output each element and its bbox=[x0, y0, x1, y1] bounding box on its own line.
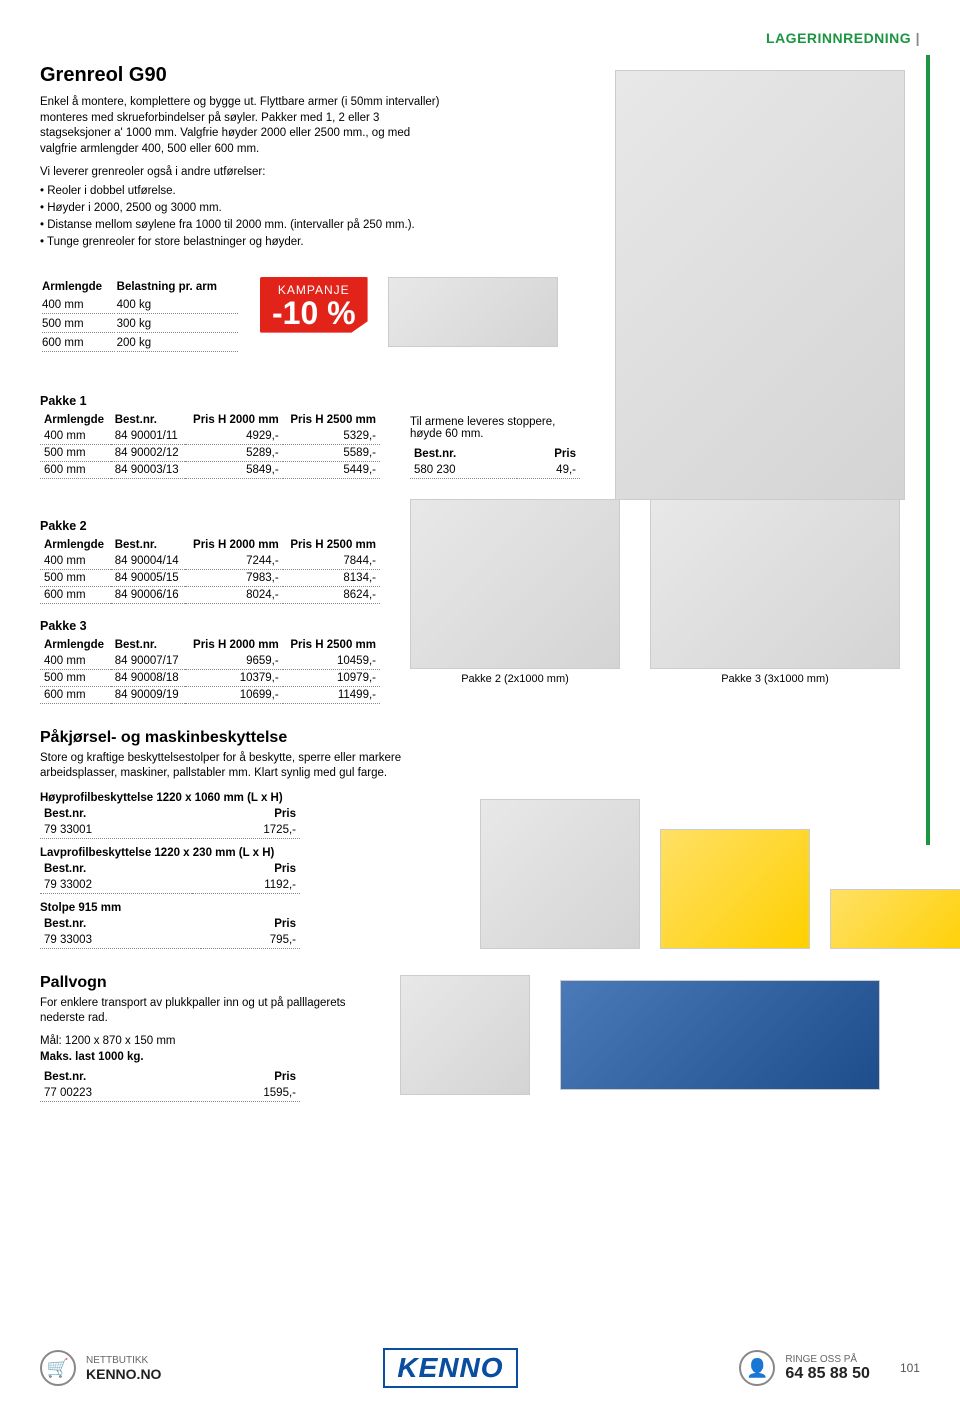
pallvogn-image2 bbox=[560, 980, 880, 1090]
protection-sub1: Høyprofilbeskyttelse 1220 x 1060 mm (L x… bbox=[40, 792, 440, 804]
footer-logo: KENNO bbox=[383, 1348, 517, 1388]
footer-nett-label: NETTBUTIKK bbox=[86, 1355, 161, 1366]
pallvogn-table: Best.nr.Pris 77 002231595,- bbox=[40, 1069, 300, 1102]
pakke2-image bbox=[410, 499, 620, 669]
pallvogn-desc: For enklere transport av plukkpaller inn… bbox=[40, 996, 360, 1027]
detail-image bbox=[388, 277, 558, 347]
pallvogn-maks: Maks. last 1000 kg. bbox=[40, 1051, 360, 1063]
pakke2-table: ArmlengdeBest.nr.Pris H 2000 mmPris H 25… bbox=[40, 537, 380, 604]
footer-ring-label: RINGE OSS PÅ bbox=[785, 1354, 870, 1365]
protection-table2: Best.nr.Pris 79 330021192,- bbox=[40, 861, 300, 894]
pallvogn-title: Pallvogn bbox=[40, 974, 360, 992]
protection-title: Påkjørsel- og maskinbeskyttelse bbox=[40, 729, 440, 747]
intro-sub: Vi leverer grenreoler også i andre utfør… bbox=[40, 165, 440, 181]
protection-desc: Store og kraftige beskyttelsestolper for… bbox=[40, 751, 440, 782]
pakke2-title: Pakke 2 bbox=[40, 519, 380, 533]
bullet-list: Reoler i dobbel utførelse. Høyder i 2000… bbox=[40, 183, 440, 252]
protection-table1: Best.nr.Pris 79 330011725,- bbox=[40, 806, 300, 839]
pakke3-title: Pakke 3 bbox=[40, 619, 380, 633]
protection-sub3: Stolpe 915 mm bbox=[40, 902, 440, 914]
page-number: 101 bbox=[900, 1361, 920, 1375]
pakke3-image bbox=[650, 499, 900, 669]
cart-icon: 🛒 bbox=[40, 1350, 76, 1386]
protection-table3: Best.nr.Pris 79 33003795,- bbox=[40, 916, 300, 949]
pallvogn-dim: Mål: 1200 x 870 x 150 mm bbox=[40, 1035, 360, 1047]
caption-pakke2: Pakke 2 (2x1000 mm) bbox=[410, 673, 620, 685]
pallvogn-image1 bbox=[400, 975, 530, 1095]
kampanje-badge: KAMPANJE -10 % bbox=[260, 277, 368, 333]
footer-phone: 64 85 88 50 bbox=[785, 1365, 870, 1383]
pakke3-table: ArmlengdeBest.nr.Pris H 2000 mmPris H 25… bbox=[40, 637, 380, 704]
phone-icon: 👤 bbox=[739, 1350, 775, 1386]
protection-image1 bbox=[480, 799, 640, 949]
pakke1-table: ArmlengdeBest.nr.Pris H 2000 mmPris H 25… bbox=[40, 412, 380, 479]
protection-sub2: Lavprofilbeskyttelse 1220 x 230 mm (L x … bbox=[40, 847, 440, 859]
protection-image2 bbox=[660, 829, 810, 949]
category-header: LAGERINNREDNING | bbox=[40, 30, 920, 46]
belastning-table: ArmlengdeBelastning pr. arm 400 mm400 kg… bbox=[40, 277, 240, 354]
page-footer: 🛒 NETTBUTIKK KENNO.NO KENNO 👤 RINGE OSS … bbox=[40, 1348, 920, 1388]
pakke1-title: Pakke 1 bbox=[40, 394, 380, 408]
footer-nett-url: KENNO.NO bbox=[86, 1366, 161, 1382]
green-accent-bar bbox=[926, 55, 930, 845]
stoppers-block: Til armene leveres stoppere, høyde 60 mm… bbox=[410, 416, 580, 479]
product-image-main bbox=[615, 70, 905, 500]
caption-pakke3: Pakke 3 (3x1000 mm) bbox=[650, 673, 900, 685]
protection-image3 bbox=[830, 889, 960, 949]
intro-text: Enkel å montere, komplettere og bygge ut… bbox=[40, 95, 440, 157]
